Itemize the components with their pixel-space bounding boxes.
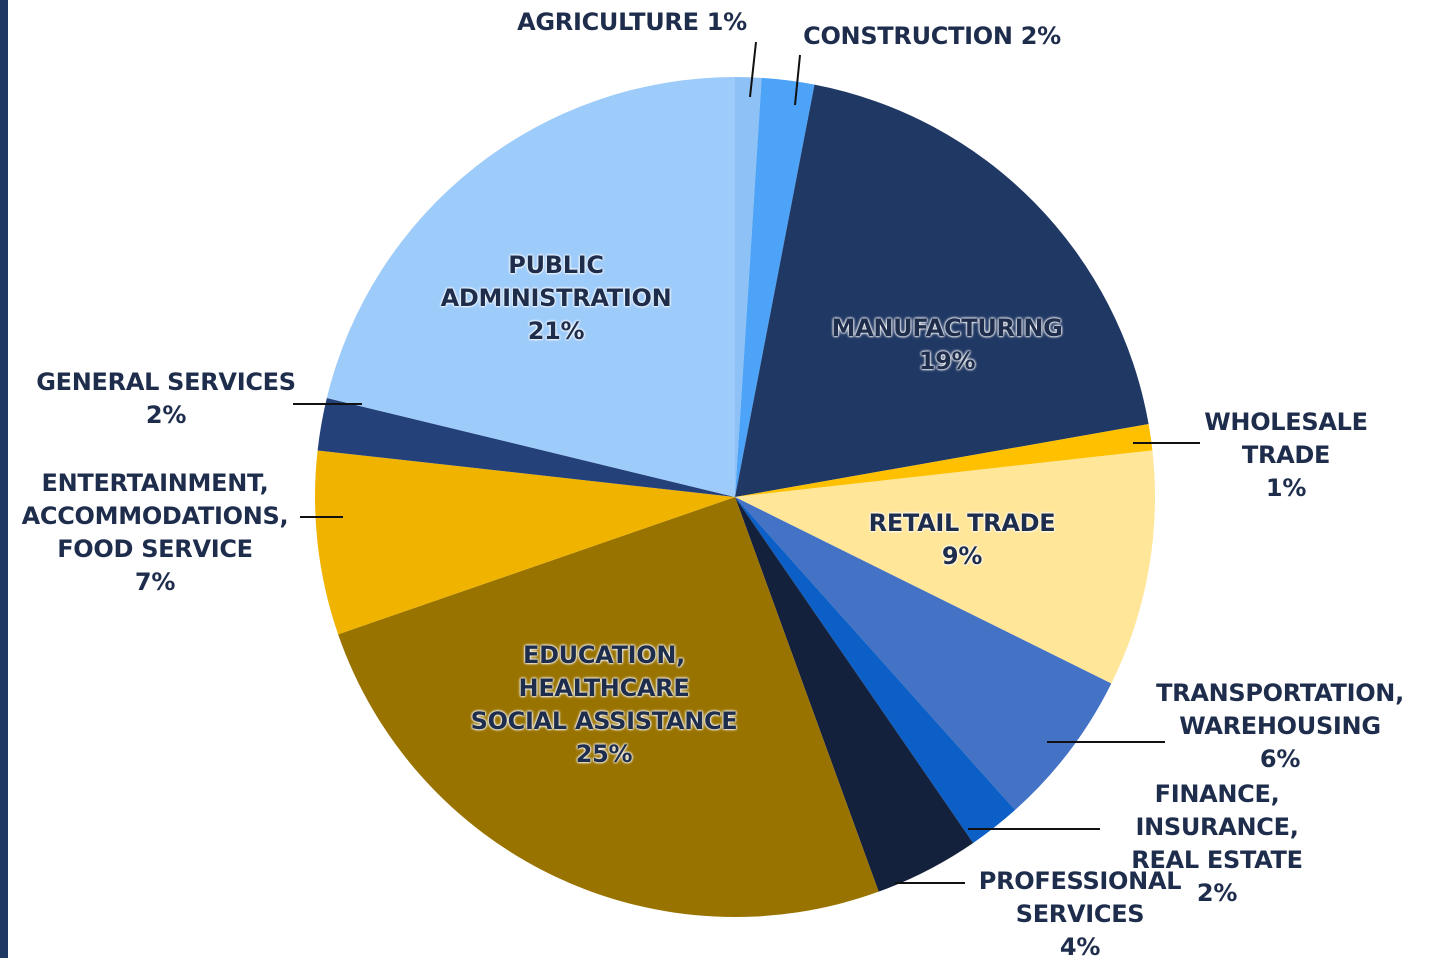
slice-label: PROFESSIONAL SERVICES 4% bbox=[978, 865, 1182, 958]
value-label: 2% bbox=[1196, 879, 1238, 907]
leader-line bbox=[749, 41, 757, 98]
value-label: 25% bbox=[575, 740, 633, 768]
category-label: CONSTRUCTION bbox=[803, 22, 1013, 50]
category-label: WHOLESALE TRADE bbox=[1204, 408, 1368, 469]
category-label: TRANSPORTATION, WAREHOUSING bbox=[1156, 679, 1404, 740]
slice-label: RETAIL TRADE 9% bbox=[869, 507, 1056, 573]
category-label: ENTERTAINMENT, ACCOMMODATIONS, FOOD SERV… bbox=[21, 469, 289, 563]
slice-label: ENTERTAINMENT, ACCOMMODATIONS, FOOD SERV… bbox=[22, 467, 289, 599]
pie-slice bbox=[317, 397, 735, 497]
slice-label: WHOLESALE TRADE 1% bbox=[1204, 406, 1368, 505]
pie-slice bbox=[338, 497, 879, 918]
slice-label: PUBLIC ADMINISTRATION 21% bbox=[441, 249, 672, 348]
side-bar bbox=[0, 0, 8, 958]
value-label: 2% bbox=[1020, 22, 1061, 50]
slice-label: GENERAL SERVICES 2% bbox=[36, 366, 296, 432]
value-label: 21% bbox=[527, 317, 585, 345]
value-label: 1% bbox=[706, 8, 747, 36]
slice-label: EDUCATION, HEALTHCARE SOCIAL ASSISTANCE 2… bbox=[471, 639, 738, 771]
leader-line bbox=[794, 54, 801, 106]
category-label: PROFESSIONAL SERVICES bbox=[978, 867, 1182, 928]
leader-lines bbox=[293, 41, 1200, 884]
pie-slice bbox=[315, 450, 735, 635]
pie-slice bbox=[735, 77, 815, 498]
pie-slice bbox=[735, 497, 1016, 843]
pie-slice bbox=[735, 497, 1112, 811]
slice-label: FINANCE, INSURANCE, REAL ESTATE 2% bbox=[1110, 778, 1325, 910]
slice-label: AGRICULTURE 1% bbox=[517, 6, 747, 39]
pie-slice bbox=[735, 497, 974, 892]
slice-label: CONSTRUCTION 2% bbox=[803, 20, 1061, 53]
pie-slice bbox=[735, 77, 762, 497]
value-label: 1% bbox=[1265, 474, 1307, 502]
category-label: GENERAL SERVICES bbox=[36, 368, 296, 396]
value-label: 6% bbox=[1259, 745, 1301, 773]
category-label: RETAIL TRADE bbox=[868, 509, 1056, 537]
category-label: AGRICULTURE bbox=[517, 8, 699, 36]
value-label: 4% bbox=[1059, 933, 1101, 958]
value-label: 7% bbox=[134, 568, 176, 596]
slice-label: TRANSPORTATION, WAREHOUSING 6% bbox=[1156, 677, 1404, 776]
category-label: EDUCATION, HEALTHCARE SOCIAL ASSISTANCE bbox=[470, 641, 738, 735]
slice-label: MANUFACTURING 19% bbox=[831, 312, 1062, 378]
pie-slice bbox=[735, 450, 1155, 684]
category-label: FINANCE, INSURANCE, REAL ESTATE bbox=[1131, 780, 1303, 874]
value-label: 2% bbox=[145, 401, 187, 429]
pie-slice bbox=[735, 424, 1153, 497]
value-label: 9% bbox=[941, 542, 983, 570]
category-label: PUBLIC ADMINISTRATION bbox=[440, 251, 672, 312]
value-label: 19% bbox=[918, 347, 976, 375]
pie-slice bbox=[326, 77, 735, 497]
category-label: MANUFACTURING bbox=[831, 314, 1063, 342]
pie-slice bbox=[735, 84, 1149, 497]
